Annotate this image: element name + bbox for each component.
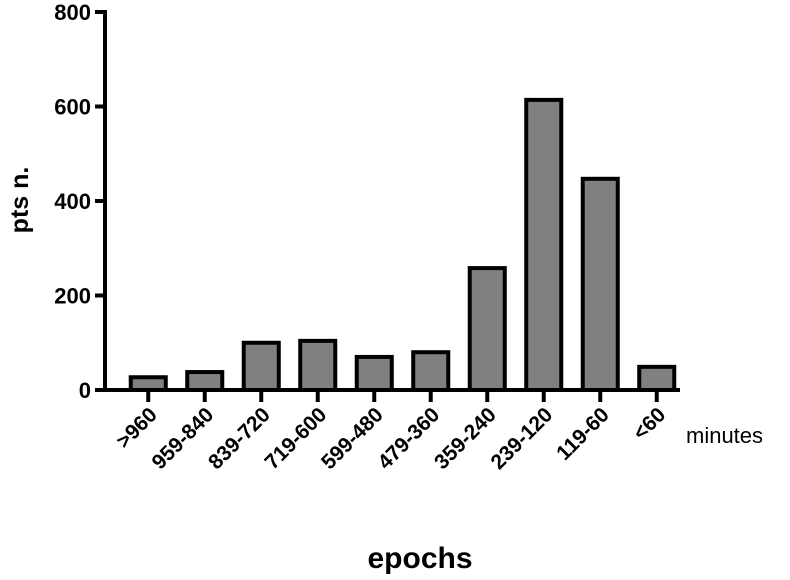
bar	[354, 354, 394, 392]
bar	[185, 370, 225, 393]
y-tick-label: 200	[54, 284, 91, 309]
x-tick-label: 359-240	[430, 403, 501, 474]
bar	[637, 364, 677, 393]
y-tick-label: 600	[54, 95, 91, 120]
y-tick-label: 0	[79, 378, 91, 403]
y-tick-label: 400	[54, 189, 91, 214]
y-axis-label: pts n.	[6, 167, 34, 234]
x-tick-label: 479-360	[374, 403, 445, 474]
x-tick-label: 599-480	[317, 403, 388, 474]
bar	[467, 266, 507, 392]
bar	[298, 338, 338, 392]
y-tick-label: 800	[54, 0, 91, 25]
x-tick-label: 239-120	[487, 403, 558, 474]
bar	[411, 350, 451, 393]
x-tick-label: 719-600	[261, 403, 332, 474]
x-tick-label: >960	[112, 403, 162, 453]
x-axis-label: epochs	[367, 542, 472, 575]
x-tick-label: <60	[629, 403, 670, 444]
bar	[241, 340, 281, 392]
x-axis-unit: minutes	[686, 423, 763, 448]
bar	[524, 97, 564, 392]
x-tick-label: 119-60	[552, 403, 614, 465]
x-tick-label: 839-720	[204, 403, 275, 474]
bar	[580, 176, 620, 392]
x-tick-label: 959-840	[148, 403, 219, 474]
